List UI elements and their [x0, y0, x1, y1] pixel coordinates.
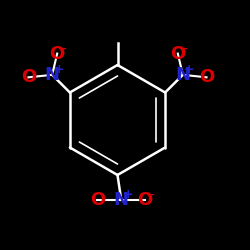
Text: N: N — [175, 66, 190, 84]
Text: N: N — [45, 66, 60, 84]
Text: +: + — [184, 63, 194, 76]
Text: +: + — [122, 188, 133, 201]
Text: −: − — [146, 190, 155, 200]
Text: O: O — [137, 191, 152, 209]
Text: O: O — [199, 68, 214, 86]
Text: N: N — [114, 191, 129, 209]
Text: +: + — [53, 63, 64, 76]
Text: −: − — [178, 44, 188, 54]
Text: O: O — [90, 191, 105, 209]
Text: −: − — [58, 44, 68, 54]
Text: O: O — [170, 44, 186, 62]
Text: O: O — [21, 68, 36, 86]
Text: O: O — [50, 44, 65, 62]
